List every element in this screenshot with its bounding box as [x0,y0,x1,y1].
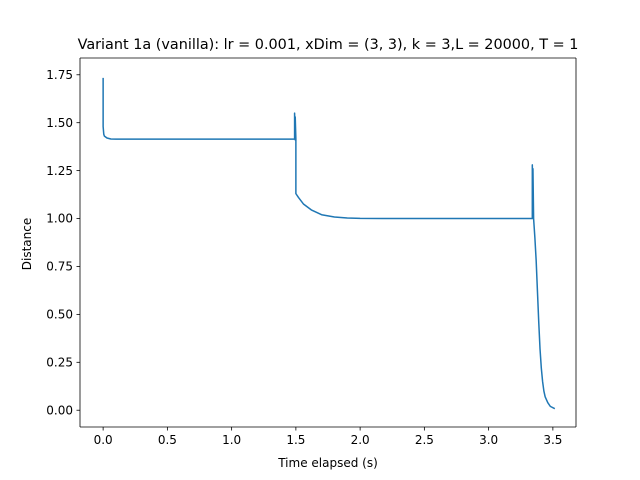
y-tick-label: 0.25 [46,356,73,370]
x-axis-label: Time elapsed (s) [277,456,378,470]
y-axis-label: Distance [20,218,34,270]
x-tick-label: 2.0 [351,433,370,447]
x-tick-label: 0.5 [158,433,177,447]
y-tick-label: 1.00 [46,212,73,226]
x-tick-label: 0.0 [94,433,113,447]
x-tick-label: 3.0 [479,433,498,447]
x-tick-label: 1.5 [286,433,305,447]
plot-area: 0.0 0.5 1.0 1.5 2.0 2.5 3.0 3.5 0.00 0.25 0.50 0.75… [46,57,577,447]
x-tick-label: 2.5 [415,433,434,447]
y-tick-label: 1.75 [46,68,73,82]
series-line-0 [102,77,556,410]
x-tick-label: 1.0 [222,433,241,447]
chart-title: Variant 1a (vanilla): lr = 0.001, xDim =… [78,37,579,53]
x-tick-label: 3.5 [543,433,562,447]
y-tick-label: 0.50 [46,308,73,322]
y-tick-label: 1.50 [46,116,73,130]
y-tick-label: 1.25 [46,164,73,178]
y-tick-label: 0.00 [46,403,73,417]
y-tick-label: 0.75 [46,260,73,274]
